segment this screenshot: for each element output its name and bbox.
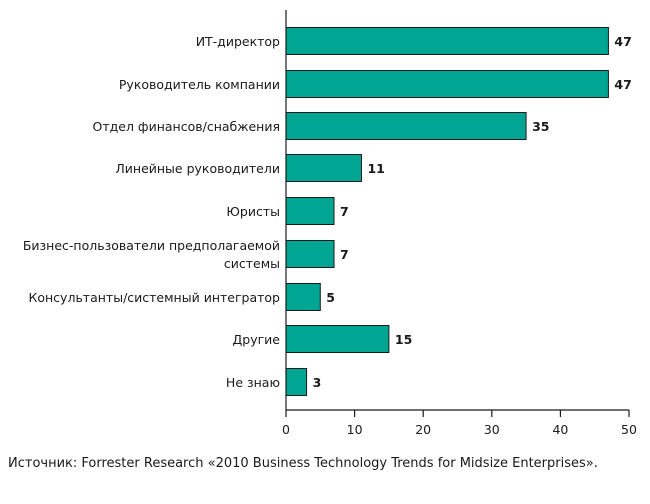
bar-value-label: 5 bbox=[326, 290, 335, 305]
category-label: Юристы bbox=[226, 204, 280, 219]
bar bbox=[285, 27, 609, 55]
x-tick-label: 10 bbox=[347, 422, 363, 437]
category-label: Консультанты/системный интегратор bbox=[28, 290, 280, 305]
category-label: Отдел финансов/снабжения bbox=[92, 119, 280, 134]
bar bbox=[285, 240, 335, 268]
bar bbox=[285, 70, 609, 98]
axes-group: 0 10 20 30 40 50 bbox=[282, 10, 637, 437]
bar-value-label: 7 bbox=[340, 247, 349, 262]
bar bbox=[285, 112, 527, 140]
category-label: Бизнес-пользователи предполагаемой bbox=[23, 238, 280, 253]
bar-value-label: 47 bbox=[614, 34, 631, 49]
bar bbox=[285, 197, 335, 225]
category-label: Руководитель компании bbox=[119, 77, 280, 92]
bar bbox=[285, 154, 362, 182]
x-tick-label: 0 bbox=[282, 422, 290, 437]
bar bbox=[285, 325, 390, 353]
source-note: Источник: Forrester Research «2010 Busin… bbox=[8, 456, 598, 471]
category-label: Другие bbox=[233, 332, 281, 347]
bar bbox=[285, 368, 308, 396]
bar-value-label: 35 bbox=[532, 119, 549, 134]
bar-value-label: 7 bbox=[340, 204, 349, 219]
category-label: Не знаю bbox=[226, 375, 280, 390]
x-tick-label: 40 bbox=[552, 422, 568, 437]
bar-value-label: 3 bbox=[313, 375, 322, 390]
bar-value-label: 47 bbox=[614, 77, 631, 92]
category-label: системы bbox=[224, 256, 280, 271]
category-label: Линейные руководители bbox=[115, 161, 280, 176]
bar-value-label: 11 bbox=[367, 161, 384, 176]
category-label: ИТ-директор bbox=[196, 34, 280, 49]
x-tick-label: 30 bbox=[484, 422, 500, 437]
bar bbox=[285, 283, 321, 311]
x-tick-label: 20 bbox=[415, 422, 431, 437]
bar-value-label: 15 bbox=[395, 332, 412, 347]
x-tick-label: 50 bbox=[621, 422, 637, 437]
